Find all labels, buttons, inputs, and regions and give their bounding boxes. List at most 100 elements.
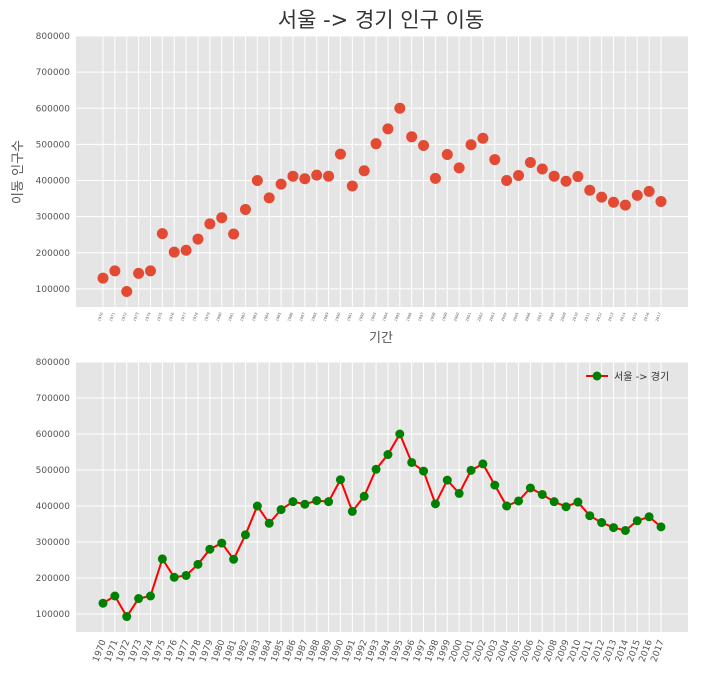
line-marker <box>335 475 345 485</box>
line-marker <box>181 570 191 580</box>
line-marker <box>205 544 215 554</box>
x-tick-label: 1995 <box>394 312 401 322</box>
x-tick-label: 2011 <box>584 312 591 322</box>
scatter-point <box>192 233 204 245</box>
y-tick-label: 200000 <box>36 574 71 584</box>
scatter-point <box>572 171 584 183</box>
x-tick-label: 1970 <box>97 311 104 322</box>
x-tick-label: 2003 <box>489 312 496 322</box>
scatter-point <box>334 148 346 160</box>
scatter-point <box>418 139 430 151</box>
line-marker <box>419 466 429 476</box>
y-tick-label: 300000 <box>36 213 71 223</box>
scatter-point <box>144 265 156 277</box>
y-tick-label: 300000 <box>36 538 71 548</box>
scatter-point <box>168 246 180 258</box>
line-marker <box>324 497 334 507</box>
scatter-point <box>156 228 168 240</box>
line-marker <box>644 512 654 522</box>
line-marker <box>229 554 239 564</box>
scatter-point <box>216 212 228 224</box>
line-marker <box>371 464 381 474</box>
scatter-point <box>453 162 465 174</box>
scatter-point <box>346 180 358 192</box>
line-marker <box>478 459 488 469</box>
line-marker <box>169 572 179 582</box>
scatter-point <box>228 228 240 240</box>
line-marker <box>561 502 571 512</box>
scatter-point <box>311 169 323 181</box>
line-marker <box>466 465 476 475</box>
line-markers <box>98 429 666 622</box>
y-tick-label: 500000 <box>36 140 71 150</box>
x-tick-label: 1993 <box>370 312 377 322</box>
scatter-point <box>548 170 560 182</box>
x-tick-label: 1983 <box>251 312 258 322</box>
line-subplot: 100000 200000 300000 400000 500000 600000 7000… <box>36 358 688 664</box>
x-tick-label: 1986 <box>287 311 294 322</box>
x-tick-label: 1991 <box>346 312 353 322</box>
scatter-point <box>299 173 311 185</box>
x-tick-label: 1987 <box>299 312 306 322</box>
x-tick-label: 1972 <box>121 312 128 322</box>
scatter-point <box>465 139 477 151</box>
scatter-point <box>382 123 394 135</box>
scatter-point <box>513 169 525 181</box>
line-marker <box>585 511 595 521</box>
x-tick-label: 2012 <box>596 312 603 322</box>
line-marker <box>442 475 452 485</box>
scatter-point <box>429 172 441 184</box>
scatter-point <box>109 265 121 277</box>
line-marker <box>145 591 155 601</box>
x-tick-label: 1994 <box>382 311 389 322</box>
scatter-point <box>584 184 596 196</box>
line-marker <box>312 496 322 506</box>
line-marker <box>98 598 108 608</box>
x-tick-label: 2001 <box>465 312 472 322</box>
y-tick-label: 100000 <box>36 285 71 295</box>
x-tick-label: 2000 <box>453 311 460 322</box>
scatter-point <box>394 102 406 114</box>
scatter-point <box>489 154 501 166</box>
x-tick-label: 2007 <box>536 312 543 322</box>
line-marker <box>537 489 547 499</box>
x-tick-label: 1982 <box>240 312 247 322</box>
x-tick-label: 1973 <box>133 312 140 322</box>
grid-lines <box>76 361 688 632</box>
x-tick-label: 1979 <box>204 311 211 322</box>
legend-label: 서울 -> 경기 <box>614 370 669 383</box>
line-marker <box>359 491 369 501</box>
x-tick-label: 1976 <box>168 311 175 322</box>
scatter-point <box>596 191 608 203</box>
y-tick-labels: 100000 200000 300000 400000 500000 600000 7000… <box>36 358 71 620</box>
scatter-points <box>97 102 667 297</box>
x-tick-label: 2013 <box>608 312 615 322</box>
line-marker <box>252 501 262 511</box>
line-marker <box>395 429 405 439</box>
scatter-point <box>239 203 251 215</box>
scatter-point <box>619 199 631 211</box>
scatter-point <box>370 138 382 150</box>
y-tick-label: 400000 <box>36 177 71 187</box>
line-marker <box>300 499 310 509</box>
x-tick-label: 2017 <box>655 312 662 322</box>
line-marker <box>122 612 132 622</box>
chart-title: 서울 -> 경기 인구 이동 <box>278 8 484 32</box>
scatter-point <box>204 218 216 230</box>
y-tick-label: 600000 <box>36 104 71 114</box>
x-tick-label: 2002 <box>477 312 484 322</box>
y-tick-label: 700000 <box>36 68 71 78</box>
line-marker <box>276 505 286 515</box>
line-marker <box>656 522 666 532</box>
scatter-point <box>560 175 572 187</box>
x-tick-label: 1971 <box>109 312 116 322</box>
y-axis-label: 이동 인구수 <box>11 140 26 204</box>
x-tick-label: 1981 <box>228 312 235 322</box>
x-tick-label: 1980 <box>216 311 223 322</box>
x-tick-labels: 1970197119721973197419751976197719781979… <box>92 638 667 663</box>
scatter-point <box>263 192 275 204</box>
scatter-point <box>251 175 263 187</box>
y-tick-label: 400000 <box>36 502 71 512</box>
scatter-point <box>97 272 109 284</box>
